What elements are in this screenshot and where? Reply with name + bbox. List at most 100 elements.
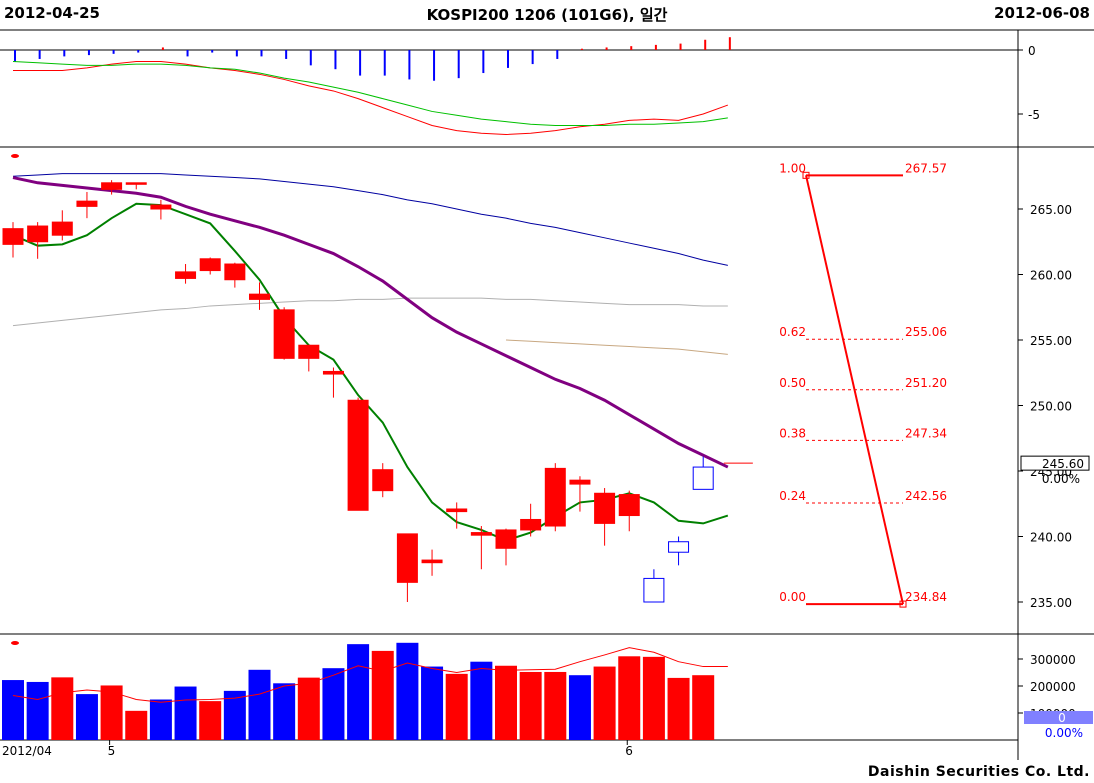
candle-body [347, 399, 369, 511]
candle-body [643, 577, 665, 603]
volume-average-line [12, 647, 728, 703]
price-tick-label: 260.00 [1030, 269, 1072, 283]
fib-price-label: 234.84 [905, 590, 947, 604]
volume-bar [149, 699, 172, 740]
candle-body [396, 533, 418, 583]
candle-body [175, 271, 197, 279]
volume-tick-label: 200000 [1030, 680, 1076, 694]
candle-body [2, 228, 24, 245]
volume-bar [519, 671, 542, 740]
candle-body [372, 469, 394, 492]
volume-bar [421, 666, 444, 740]
fib-ratio-label: 0.00 [779, 590, 806, 604]
volume-bar [248, 669, 271, 740]
volume-bar [568, 675, 591, 740]
fib-price-label: 255.06 [905, 325, 947, 339]
candle-body [298, 344, 320, 359]
last-price-label: 245.60 [1042, 457, 1084, 471]
volume-bar [618, 656, 641, 740]
price-tick-label: 255.00 [1030, 334, 1072, 348]
volume-bar [544, 671, 567, 740]
price-tick-label: 240.00 [1030, 531, 1072, 545]
last-volume-box [1024, 711, 1093, 724]
volume-bar [347, 644, 370, 740]
fib-handle-high [802, 171, 810, 179]
copyright-footer: Daishin Securities Co. Ltd. [867, 764, 1090, 780]
volume-bar [470, 661, 493, 740]
candle-body [273, 309, 295, 359]
candle-body [76, 200, 98, 207]
fib-price-label: 251.20 [905, 376, 947, 390]
candle-body [224, 263, 246, 281]
last-volume-label: 0 [1058, 711, 1066, 725]
volume-bar [322, 668, 345, 740]
osc-signal-line [12, 61, 728, 127]
candle-body [520, 518, 542, 531]
candle-body [470, 532, 492, 536]
volume-bar [100, 685, 123, 740]
candle-body [668, 541, 690, 553]
last-price-box [1020, 455, 1090, 471]
candle-body [322, 370, 344, 375]
candle-body [249, 293, 270, 300]
x-axis-label: 5 [108, 744, 116, 758]
x-axis-label: 6 [625, 744, 633, 758]
candle-body [150, 204, 172, 210]
start-date: 2012-04-25 [4, 4, 100, 22]
fib-ratio-label: 1.00 [779, 161, 806, 175]
candle-body [125, 182, 147, 185]
last-volume-change: 0.00% [1045, 726, 1083, 740]
end-date: 2012-06-08 [994, 4, 1090, 22]
candle-body [569, 479, 591, 485]
volume-bar [199, 701, 222, 740]
price-tick-label: 265.00 [1030, 203, 1072, 217]
volume-bar [75, 694, 98, 740]
volume-bar [445, 673, 468, 740]
moving-average-line [12, 297, 728, 327]
candle-body [199, 258, 221, 272]
osc-tick-label: -5 [1028, 108, 1040, 122]
candle-body [692, 466, 714, 490]
volume-bar [174, 686, 197, 740]
moving-average-line [12, 173, 728, 266]
last-price-change: 0.00% [1042, 472, 1080, 486]
volume-bar [273, 683, 296, 740]
volume-bar [495, 665, 517, 740]
volume-bar [692, 675, 715, 740]
fib-ratio-label: 0.38 [779, 426, 806, 440]
fib-price-label: 242.56 [905, 489, 947, 503]
volume-bar [667, 677, 690, 740]
candle-body [101, 182, 123, 190]
candle-body [51, 221, 73, 236]
fib-price-label: 247.34 [905, 426, 947, 440]
osc-tick-label: 0 [1028, 44, 1036, 58]
fib-handle-low [899, 600, 907, 608]
candle-body [27, 225, 49, 243]
moving-average-line [12, 176, 729, 469]
candle-body [495, 529, 517, 549]
volume-bar [593, 666, 616, 740]
fib-ratio-label: 0.24 [779, 489, 806, 503]
volume-bar [297, 677, 320, 740]
volume-bar [396, 642, 419, 740]
fib-ratio-label: 0.50 [779, 376, 806, 390]
volume-tick-label: 300000 [1030, 653, 1076, 667]
candle-body [421, 559, 443, 564]
volume-bar [51, 677, 74, 740]
volume-bar [26, 681, 49, 740]
candle-body [594, 492, 616, 524]
chart-title: KOSPI200 1206 (101G6), 일간 [426, 6, 668, 24]
osc-signal-line [13, 61, 729, 135]
volume-panel-marker [11, 641, 19, 645]
x-axis-label: 2012/04 [2, 744, 52, 758]
fib-price-label: 267.57 [905, 161, 947, 175]
fib-ratio-label: 0.62 [779, 325, 806, 339]
moving-average-line [505, 339, 728, 355]
price-tick-label: 235.00 [1030, 596, 1072, 610]
candle-body [446, 508, 468, 513]
candle-body [544, 467, 566, 527]
price-tick-label: 250.00 [1030, 400, 1072, 414]
fib-trend-line [805, 175, 904, 605]
